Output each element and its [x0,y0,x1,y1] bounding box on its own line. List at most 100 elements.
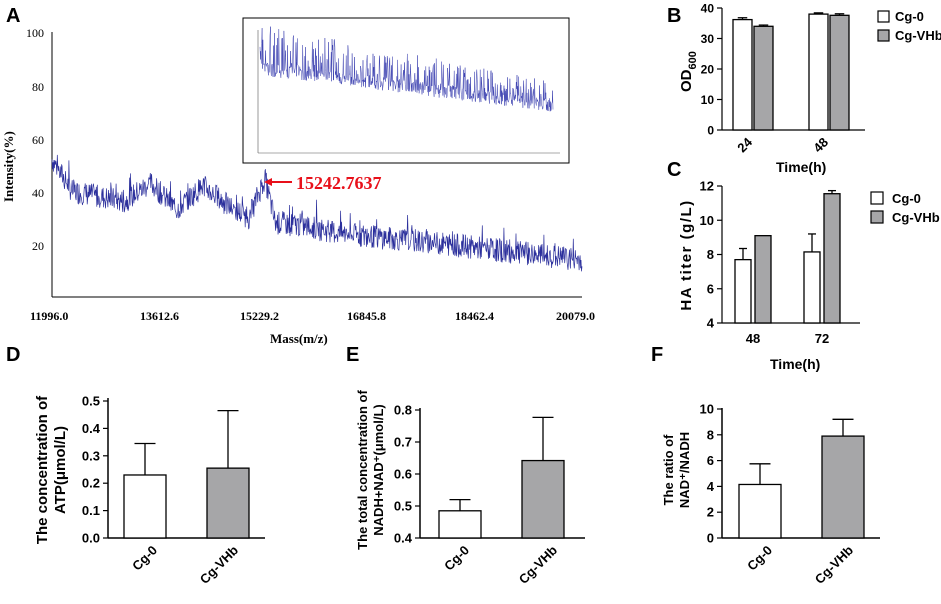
panel-a-xtick: 16845.8 [347,309,386,323]
panel-a-ytick: 80 [32,80,44,94]
panel-a-xtick: 20079.0 [556,309,595,323]
panel-a-spectrum-line [51,154,583,272]
y-tick-label: 0.7 [394,435,412,450]
panel-e-ylabel: The total concentration of NADH+NAD⁺(μmo… [355,390,386,550]
y-tick-label: 40 [701,2,715,16]
panel-f-xtick: Cg-VHb [812,542,856,586]
panel-d-xtick: Cg-0 [129,543,160,574]
y-tick-label: 0 [707,124,714,138]
panel-a-inset-spectrum [259,26,554,112]
bar [829,14,850,131]
panel-f-y-ticks: 0 2 4 6 8 10 [700,402,722,546]
y-tick-label: 0 [707,531,714,546]
y-tick-label: 0.5 [82,394,100,409]
svg-text:OD600: OD600 [678,51,699,92]
y-tick-label: 0.0 [82,531,100,546]
panel-f-bars [738,418,865,539]
panel-b-ylabel: OD600 [678,51,699,92]
panel-f-ylabel-line2: NAD⁺/NADH [677,432,692,508]
panel-a-xtick: 13612.6 [140,309,179,323]
panel-c-letter: C [667,159,681,181]
bar [803,251,821,324]
panel-c-legend-cg0: Cg-0 [892,191,921,206]
panel-c-bars [734,189,841,324]
panel-e-ylabel-line1: The total concentration of [355,390,370,550]
panel-a-xtick: 15229.2 [240,309,279,323]
panel-a-ytick: 100 [26,26,44,40]
panel-a-inset [242,17,570,164]
bar [734,258,752,324]
y-tick-label: 10 [700,402,714,417]
bar [732,18,753,131]
panel-c-legend-swatch-cgvhb [870,210,884,224]
panel-c-legend-swatch-cg0 [870,191,884,205]
panel-a-ytick: 60 [32,133,44,147]
bar [823,193,841,324]
y-tick-label: 4 [707,479,715,494]
y-tick-label: 0.4 [394,531,413,546]
panel-e-letter: E [346,344,359,366]
panel-b-legend-swatch-cg0 [877,10,890,23]
panel-b-legend-cg0: Cg-0 [895,9,924,24]
panel-b-bars [732,12,850,131]
panel-f: F 0 2 4 6 8 10 Cg-0 Cg-VHb The ratio of NAD⁺/… [651,344,880,587]
panel-a-y-ticks: 20 40 60 80 100 [26,26,44,253]
y-tick-label: 6 [707,281,714,296]
panel-c-xtick: 72 [815,331,829,346]
panel-c: C 4 6 8 10 12 48 72 Time(h) HA titer (g/L) C… [667,159,940,372]
panel-a: A 20 40 60 80 100 11996.0 13612.6 15229.… [1,5,595,346]
panel-b-xtick: 48 [810,135,831,156]
y-tick-label: 30 [701,32,715,46]
bar [521,459,565,539]
panel-f-letter: F [651,344,663,366]
y-tick-label: 0.5 [394,499,412,514]
y-tick-label: 10 [701,93,715,107]
panel-a-inset-ticks [257,30,560,154]
panel-a-xtick: 11996.0 [30,309,68,323]
y-tick-label: 4 [707,316,715,331]
panel-a-ytick: 40 [32,186,44,200]
panel-b-xtick: 24 [734,134,755,155]
panel-c-legend-cgvhb: Cg-VHb [892,210,940,225]
bar [821,435,865,539]
panel-d-ylabel-line1: The concentration of [34,395,51,544]
y-tick-label: 0.8 [394,403,412,418]
panel-a-ylabel: Intensity(%) [1,131,16,202]
panel-d-xtick: Cg-VHb [197,542,241,586]
y-tick-label: 0.4 [82,421,101,436]
bar [753,25,774,131]
panel-a-annotation: 15242.7637 [296,173,382,193]
panel-a-x-ticks: 11996.0 13612.6 15229.2 16845.8 18462.4 … [30,309,595,323]
panel-b-xlabel: Time(h) [776,159,826,175]
panel-b-y-ticks: 0 10 20 30 40 [701,2,722,138]
panel-d-bars [123,409,250,539]
panel-a-xlabel: Mass(m/z) [270,331,328,346]
bar [438,510,482,539]
panel-e-xtick: Cg-0 [441,543,472,574]
panel-c-xtick: 48 [746,331,760,346]
y-tick-label: 0.3 [82,448,100,463]
panel-d-y-ticks: 0.0 0.1 0.2 0.3 0.4 0.5 [82,394,108,546]
panel-a-letter: A [6,5,20,27]
panel-b-legend-cgvhb: Cg-VHb [895,28,941,43]
panel-b-legend-swatch-cgvhb [877,29,890,42]
bar [754,235,772,324]
panel-b-ylabel-main: OD [678,69,695,92]
panel-a-arrowhead [264,178,272,186]
bar [206,467,250,539]
panel-a-ytick: 20 [32,239,44,253]
panel-b-ylabel-sub: 600 [687,51,699,69]
y-tick-label: 0.1 [82,503,100,518]
panel-e-xtick: Cg-VHb [516,542,560,586]
y-tick-label: 8 [707,247,714,262]
panel-b: B 0 10 20 30 40 24 48 Time(h) OD600 Cg-0 Cg-… [667,2,941,176]
panel-f-xtick: Cg-0 [744,543,775,574]
panel-e-ylabel-line2: NADH+NAD⁺(μmol/L) [371,404,386,535]
panel-f-ylabel-line1: The ratio of [661,434,676,505]
y-tick-label: 6 [707,453,714,468]
y-tick-label: 12 [700,179,714,194]
bar [123,474,167,539]
y-tick-label: 0.2 [82,476,100,491]
panel-e: E 0.4 0.5 0.6 0.7 0.8 Cg-0 Cg-VHb The total … [346,344,585,587]
